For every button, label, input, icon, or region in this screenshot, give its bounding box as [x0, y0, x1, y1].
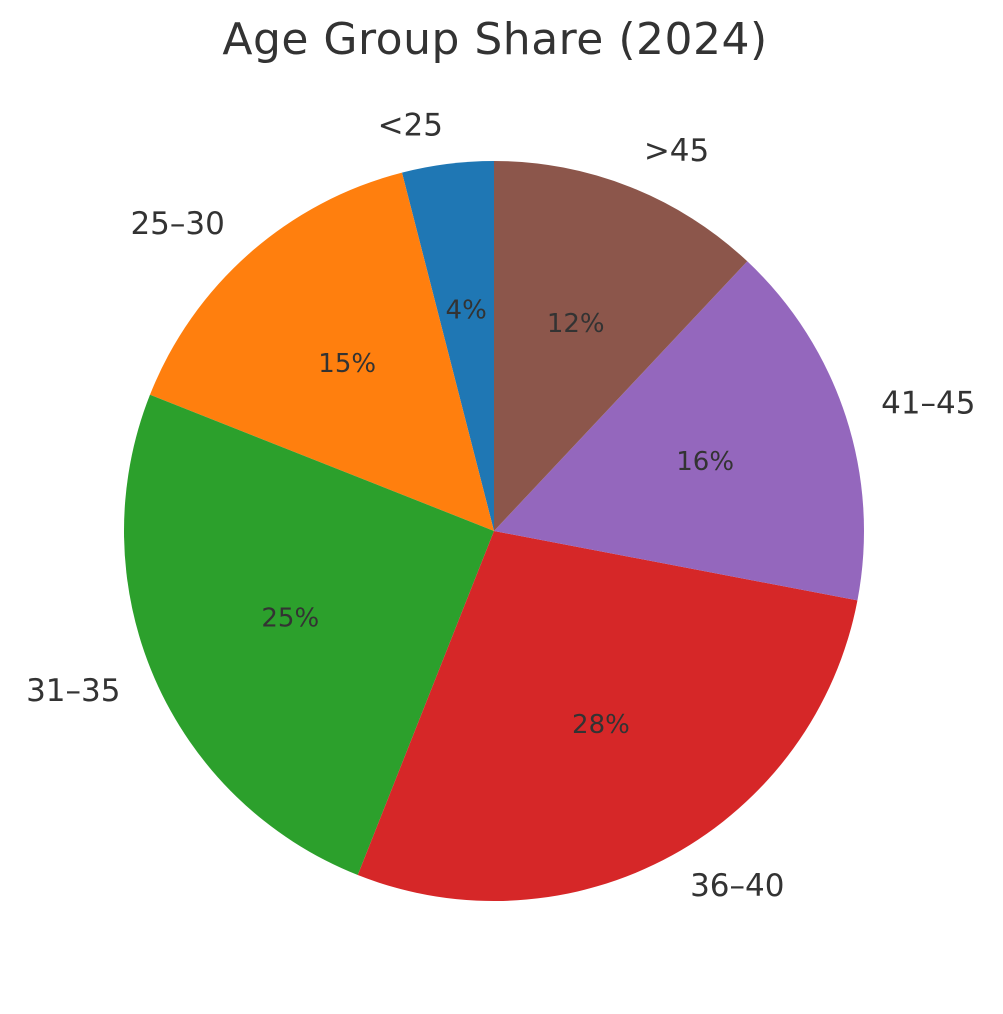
pie-slice [149, 172, 494, 531]
slice-category-label: 25–30 [130, 206, 224, 242]
slice-percent-label: 12% [547, 309, 605, 339]
slice-percent-label: 16% [676, 447, 734, 477]
slice-percent-label: 4% [446, 295, 487, 325]
slice-percent-label: 28% [572, 710, 630, 740]
slice-percent-label: 15% [318, 349, 376, 379]
pie-slice [357, 531, 858, 901]
pie-slice [494, 161, 748, 531]
slice-category-label: 41–45 [881, 386, 975, 422]
chart-title: Age Group Share (2024) [222, 14, 768, 65]
slice-category-label: <25 [378, 108, 443, 144]
pie-slice [494, 261, 864, 601]
slice-category-label: 31–35 [26, 673, 120, 709]
slice-category-label: 36–40 [690, 868, 784, 904]
pie-slice [124, 394, 495, 876]
pie-slice [401, 161, 494, 531]
slice-percent-label: 25% [261, 604, 319, 634]
slice-category-label: >45 [644, 133, 709, 169]
